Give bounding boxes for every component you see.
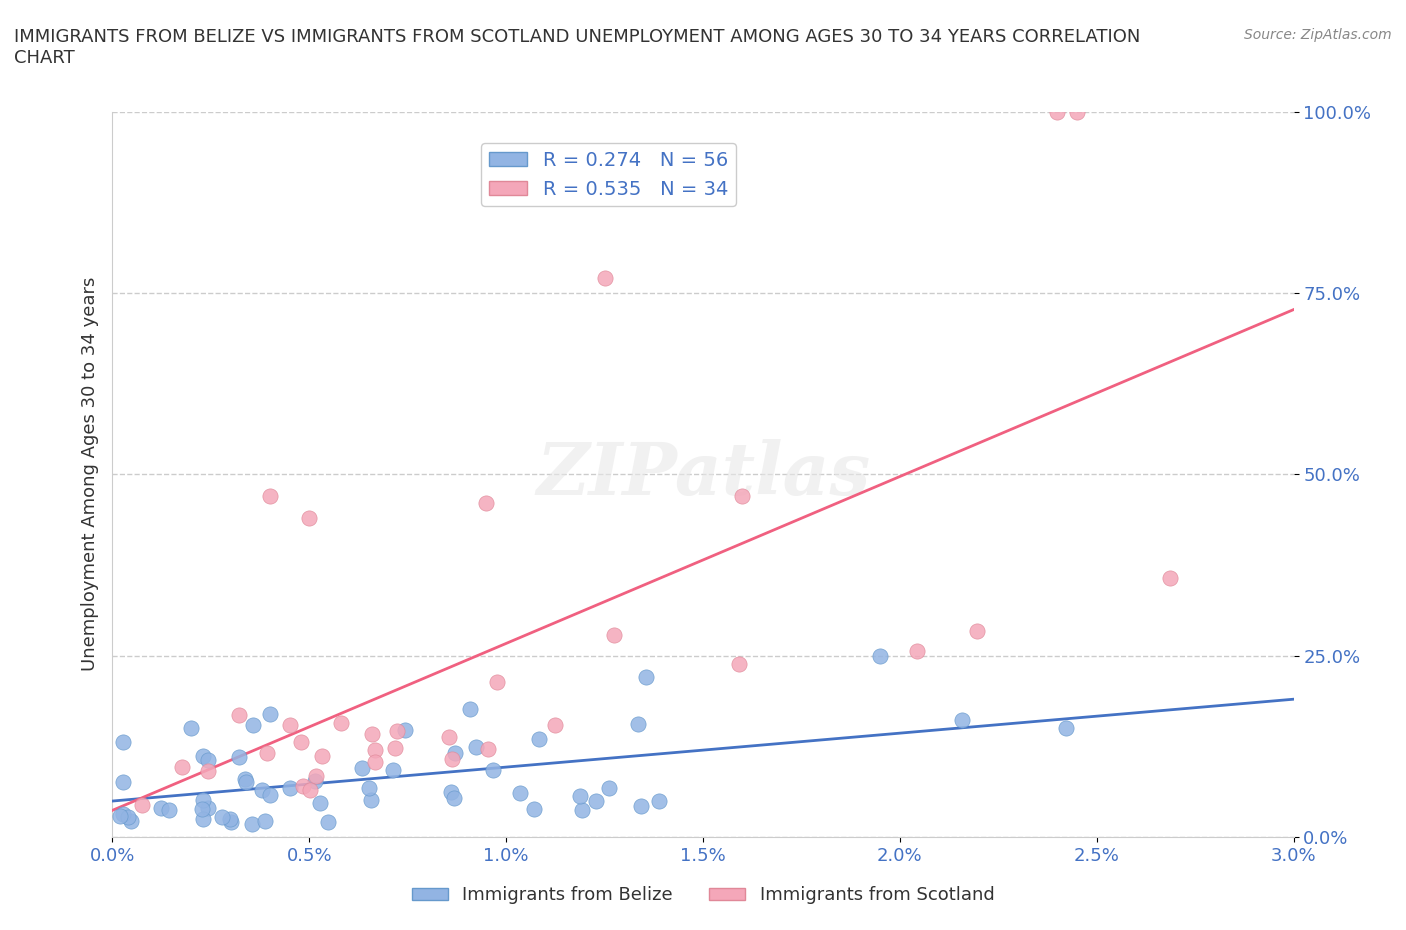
Point	[364, 742, 387, 757]
Point	[305, 768, 328, 783]
Point	[441, 751, 464, 766]
Point	[311, 749, 333, 764]
Point	[482, 763, 505, 777]
Legend: Immigrants from Belize, Immigrants from Scotland: Immigrants from Belize, Immigrants from …	[405, 879, 1001, 911]
Point	[193, 812, 215, 827]
Point	[571, 803, 593, 817]
Point	[728, 657, 751, 671]
Point	[527, 732, 550, 747]
Point	[219, 815, 242, 830]
Point	[242, 717, 264, 732]
Point	[131, 798, 153, 813]
Point	[636, 670, 658, 684]
Text: IMMIGRANTS FROM BELIZE VS IMMIGRANTS FROM SCOTLAND UNEMPLOYMENT AMONG AGES 30 TO: IMMIGRANTS FROM BELIZE VS IMMIGRANTS FRO…	[14, 28, 1140, 67]
Point	[219, 812, 242, 827]
Legend: R = 0.274   N = 56, R = 0.535   N = 34: R = 0.274 N = 56, R = 0.535 N = 34	[481, 143, 737, 206]
Point	[361, 726, 384, 741]
Point	[233, 772, 256, 787]
Point	[1066, 104, 1088, 119]
Point	[292, 778, 315, 793]
Point	[197, 752, 219, 767]
Point	[193, 749, 215, 764]
Point	[475, 496, 498, 511]
Point	[298, 511, 321, 525]
Point	[443, 746, 465, 761]
Point	[259, 488, 281, 503]
Point	[477, 742, 499, 757]
Point	[905, 644, 928, 658]
Point	[193, 793, 215, 808]
Point	[259, 788, 281, 803]
Point	[211, 809, 233, 824]
Point	[117, 809, 139, 824]
Point	[523, 801, 546, 816]
Point	[278, 717, 301, 732]
Point	[443, 790, 465, 805]
Point	[544, 717, 567, 732]
Point	[458, 701, 481, 716]
Point	[509, 786, 531, 801]
Point	[254, 814, 277, 829]
Point	[157, 803, 180, 817]
Y-axis label: Unemployment Among Ages 30 to 34 years: Unemployment Among Ages 30 to 34 years	[80, 277, 98, 671]
Point	[1054, 720, 1077, 735]
Point	[1159, 571, 1181, 586]
Point	[585, 794, 607, 809]
Point	[108, 809, 131, 824]
Point	[731, 488, 754, 503]
Point	[437, 730, 460, 745]
Point	[384, 740, 406, 755]
Point	[252, 783, 274, 798]
Point	[394, 723, 416, 737]
Point	[304, 774, 326, 789]
Point	[593, 271, 616, 286]
Point	[359, 780, 381, 795]
Point	[350, 760, 373, 775]
Point	[112, 774, 135, 789]
Point	[240, 817, 263, 831]
Point	[170, 760, 193, 775]
Point	[869, 648, 891, 663]
Point	[120, 814, 142, 829]
Point	[235, 775, 257, 790]
Point	[316, 815, 339, 830]
Point	[950, 712, 973, 727]
Point	[1046, 104, 1069, 119]
Point	[197, 801, 219, 816]
Point	[228, 750, 250, 764]
Point	[387, 724, 409, 738]
Text: Source: ZipAtlas.com: Source: ZipAtlas.com	[1244, 28, 1392, 42]
Point	[485, 675, 508, 690]
Point	[603, 628, 626, 643]
Point	[627, 717, 650, 732]
Point	[381, 763, 404, 777]
Point	[256, 746, 278, 761]
Point	[330, 715, 353, 730]
Point	[464, 739, 486, 754]
Point	[299, 782, 322, 797]
Point	[290, 735, 312, 750]
Point	[308, 795, 330, 810]
Point	[191, 802, 214, 817]
Point	[364, 754, 387, 769]
Point	[112, 735, 135, 750]
Point	[278, 780, 301, 795]
Point	[440, 784, 463, 799]
Point	[150, 801, 173, 816]
Point	[112, 806, 135, 821]
Point	[197, 764, 219, 778]
Point	[630, 799, 652, 814]
Text: ZIPatlas: ZIPatlas	[536, 439, 870, 510]
Point	[259, 706, 281, 721]
Point	[360, 792, 382, 807]
Point	[598, 780, 620, 795]
Point	[569, 789, 592, 804]
Point	[647, 793, 669, 808]
Point	[966, 623, 988, 638]
Point	[180, 721, 202, 736]
Point	[228, 708, 250, 723]
